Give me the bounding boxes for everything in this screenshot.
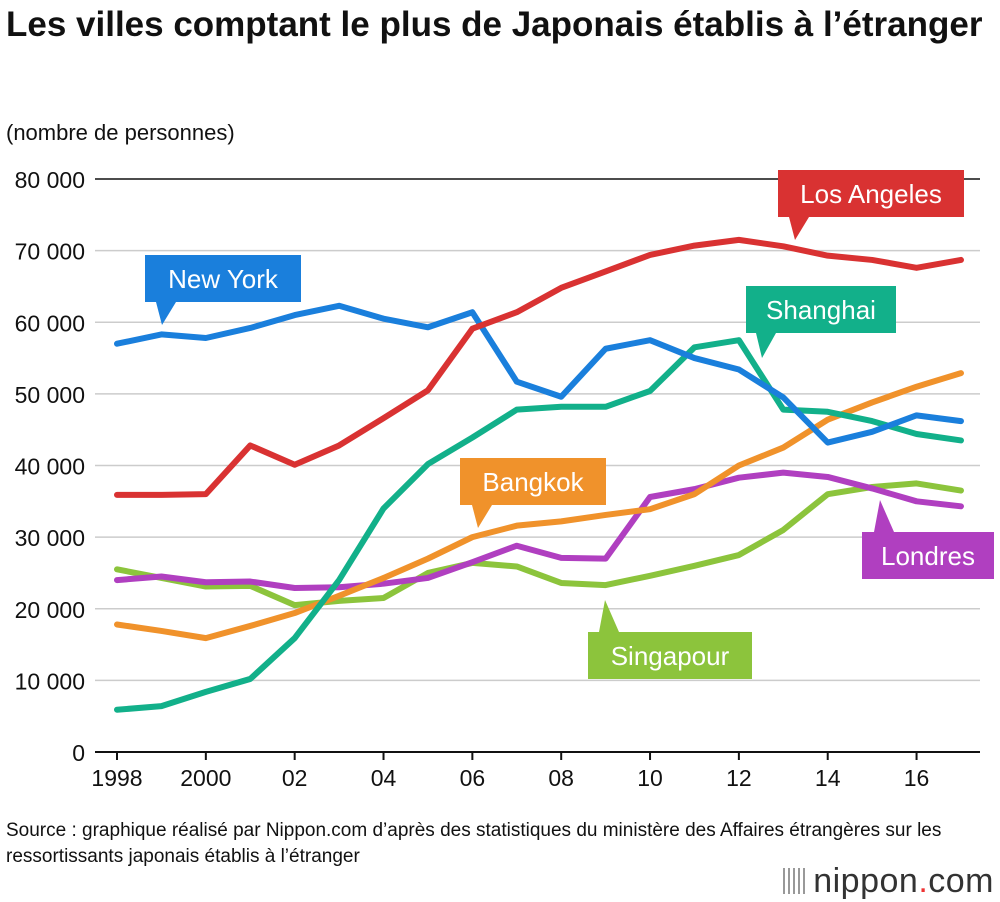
x-tick-label: 12 (726, 765, 752, 791)
label-box-bangkok (460, 458, 606, 505)
series-line-new-york (114, 302, 964, 446)
label-pointer-shanghai (756, 333, 776, 358)
y-tick-label: 60 000 (15, 310, 85, 336)
x-tick-label: 1998 (91, 765, 142, 791)
label-box-los-angeles (778, 170, 964, 217)
series-label-bangkok: Bangkok (482, 467, 584, 497)
y-tick-label: 40 000 (15, 454, 85, 480)
chart-title: Les villes comptant le plus de Japonais … (6, 5, 983, 44)
series-label-new-york: New York (168, 264, 279, 294)
x-tick-label: 04 (371, 765, 397, 791)
x-tick-label: 02 (282, 765, 308, 791)
series-label-los-angeles: Los Angeles (800, 179, 942, 209)
nippon-logo: nippon.com (783, 862, 994, 901)
x-tick-label: 08 (548, 765, 574, 791)
series-line-londres (114, 469, 964, 591)
y-tick-label: 10 000 (15, 668, 85, 694)
y-tick-label: 30 000 (15, 525, 85, 551)
label-pointer-singapour (599, 600, 619, 632)
series-line-los-angeles (114, 236, 964, 498)
series-label-londres: Londres (881, 541, 975, 571)
series-label-singapour: Singapour (611, 641, 730, 671)
source-note: Source : graphique réalisé par Nippon.co… (6, 820, 942, 867)
x-tick-label: 14 (815, 765, 841, 791)
y-tick-label: 70 000 (15, 239, 85, 265)
y-tick-label: 80 000 (15, 167, 85, 193)
label-pointer-bangkok (472, 505, 492, 528)
label-pointer-los-angeles (789, 217, 809, 240)
x-tick-label: 16 (904, 765, 930, 791)
label-box-singapour (588, 632, 752, 679)
logo-text: nippon (813, 862, 919, 900)
y-tick-label: 0 (72, 740, 85, 766)
logo-dot: . (918, 862, 929, 900)
series-label-shanghai: Shanghai (766, 295, 876, 325)
label-box-shanghai (746, 286, 896, 333)
logo-bars-icon (783, 868, 808, 894)
y-tick-label: 20 000 (15, 597, 85, 623)
series-line-singapour (114, 480, 964, 609)
x-tick-label: 06 (460, 765, 486, 791)
label-box-londres (862, 532, 994, 579)
label-box-new-york (145, 255, 301, 302)
y-axis-unit: (nombre de personnes) (6, 120, 235, 145)
y-tick-label: 50 000 (15, 382, 85, 408)
series-line-shanghai (114, 337, 964, 713)
x-tick-label: 10 (637, 765, 663, 791)
logo-tld: com (928, 862, 994, 900)
label-pointer-new-york (156, 302, 176, 325)
x-tick-label: 2000 (180, 765, 231, 791)
label-pointer-londres (874, 500, 894, 532)
series-line-bangkok (114, 370, 964, 642)
